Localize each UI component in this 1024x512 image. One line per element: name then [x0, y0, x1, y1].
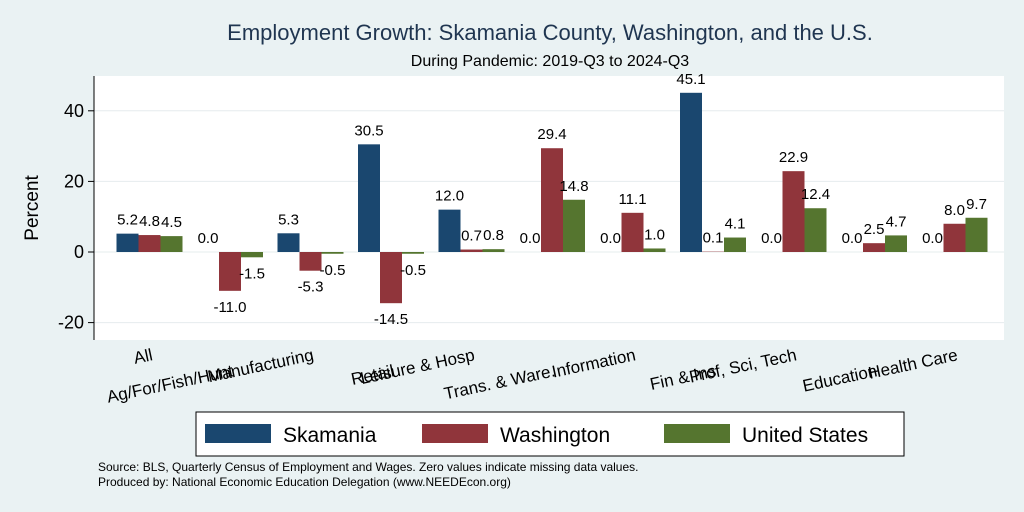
data-label: 1.0 — [644, 226, 665, 243]
bar-skamania-leisure-hosp — [438, 209, 461, 252]
y-tick-label: 20 — [64, 171, 84, 191]
data-label: 0.1 — [703, 230, 724, 247]
bar-united-states-prof-sci-tech — [804, 208, 827, 252]
bar-washington-retail — [380, 252, 402, 304]
y-tick-label: 0 — [74, 242, 84, 262]
bar-skamania-retail — [358, 144, 380, 252]
data-label: 12.4 — [801, 186, 830, 203]
bar-washington-health-care — [943, 223, 966, 252]
footer-source: Source: BLS, Quarterly Census of Employm… — [98, 460, 638, 474]
bars — [116, 92, 988, 304]
data-label: 30.5 — [354, 122, 383, 139]
data-label: 8.0 — [944, 202, 965, 219]
data-label: -5.3 — [298, 279, 324, 296]
y-ticks: -20 0 20 40 — [58, 101, 94, 333]
y-axis-label: Percent — [22, 175, 43, 241]
bar-washington-ag-for-fish-hunt — [219, 252, 241, 291]
data-label: 5.2 — [117, 212, 138, 229]
bar-united-states-education — [885, 235, 907, 252]
bar-skamania-all — [116, 233, 139, 252]
bar-skamania-fin-ins — [680, 92, 702, 252]
bar-united-states-leisure-hosp — [482, 249, 505, 252]
bar-united-states-trans-ware — [563, 199, 585, 252]
legend: Skamania Washington United States — [205, 424, 868, 447]
category-label-information: Information — [550, 345, 637, 381]
category-label-manufacturing: Manufacturing — [206, 345, 315, 386]
bar-washington-prof-sci-tech — [782, 171, 805, 252]
data-label: 45.1 — [676, 71, 705, 88]
legend-box — [195, 411, 905, 457]
bar-united-states-health-care — [965, 217, 988, 252]
data-label: 14.8 — [559, 178, 588, 195]
data-label: 0.8 — [483, 227, 504, 244]
category-label-prof-sci-tech: Prof, Sci, Tech — [687, 345, 798, 386]
data-label: 4.8 — [139, 213, 160, 230]
bar-united-states-ag-for-fish-hunt — [241, 252, 263, 258]
data-label: 22.9 — [779, 149, 808, 166]
y-tick-label: 40 — [64, 101, 84, 121]
bar-united-states-fin-ins — [724, 237, 746, 252]
category-label-trans-ware: Trans. & Ware. — [442, 361, 557, 403]
data-label: -0.5 — [320, 262, 346, 279]
data-label: -1.5 — [239, 265, 265, 282]
data-label: 0.0 — [842, 230, 863, 247]
data-label: 0.0 — [600, 230, 621, 247]
data-label: -11.0 — [213, 299, 246, 316]
bar-washington-manufacturing — [299, 252, 322, 271]
data-label: 29.4 — [537, 126, 566, 143]
data-label: 0.0 — [761, 230, 782, 247]
bar-united-states-retail — [402, 252, 424, 254]
chart-subtitle: During Pandemic: 2019-Q3 to 2024-Q3 — [411, 53, 689, 70]
legend-label-washington: Washington — [500, 424, 610, 447]
bar-washington-information — [621, 212, 644, 252]
data-label: -0.5 — [400, 262, 426, 279]
data-label: 0.7 — [461, 228, 482, 245]
data-label: 2.5 — [864, 221, 885, 238]
bar-skamania-manufacturing — [277, 233, 300, 252]
data-label: 0.0 — [520, 230, 541, 247]
legend-label-united-states: United States — [742, 424, 868, 447]
data-label: 4.5 — [161, 214, 182, 231]
data-label: 9.7 — [966, 196, 987, 213]
chart-title: Employment Growth: Skamania County, Wash… — [227, 20, 873, 45]
data-label: 0.0 — [198, 230, 219, 247]
y-tick-label: -20 — [58, 313, 84, 333]
legend-label-skamania: Skamania — [283, 424, 377, 447]
footer-produced: Produced by: National Economic Education… — [98, 475, 511, 489]
data-label: -14.5 — [374, 311, 408, 328]
data-label: 4.7 — [886, 213, 907, 230]
data-label: 0.0 — [922, 230, 943, 247]
bar-washington-trans-ware — [541, 148, 563, 252]
category-label-health-care: Health Care — [867, 345, 960, 382]
bar-washington-leisure-hosp — [460, 249, 483, 252]
data-labels: 5.2 4.8 4.50.0-11.0-1.55.3-5.3-0.530.5-14.… — [117, 71, 987, 328]
category-label-all: All — [132, 345, 154, 368]
data-label: 5.3 — [278, 211, 299, 228]
bar-washington-all — [138, 235, 161, 252]
bar-united-states-information — [643, 248, 666, 252]
bar-united-states-all — [160, 236, 183, 252]
legend-swatch-washington — [422, 424, 488, 443]
bar-washington-education — [863, 243, 885, 252]
legend-swatch-united-states — [664, 424, 730, 443]
bar-united-states-manufacturing — [321, 252, 344, 254]
data-label: 4.1 — [725, 216, 746, 233]
data-label: 12.0 — [435, 188, 464, 205]
legend-swatch-skamania — [205, 424, 271, 443]
data-label: 11.1 — [618, 191, 646, 208]
